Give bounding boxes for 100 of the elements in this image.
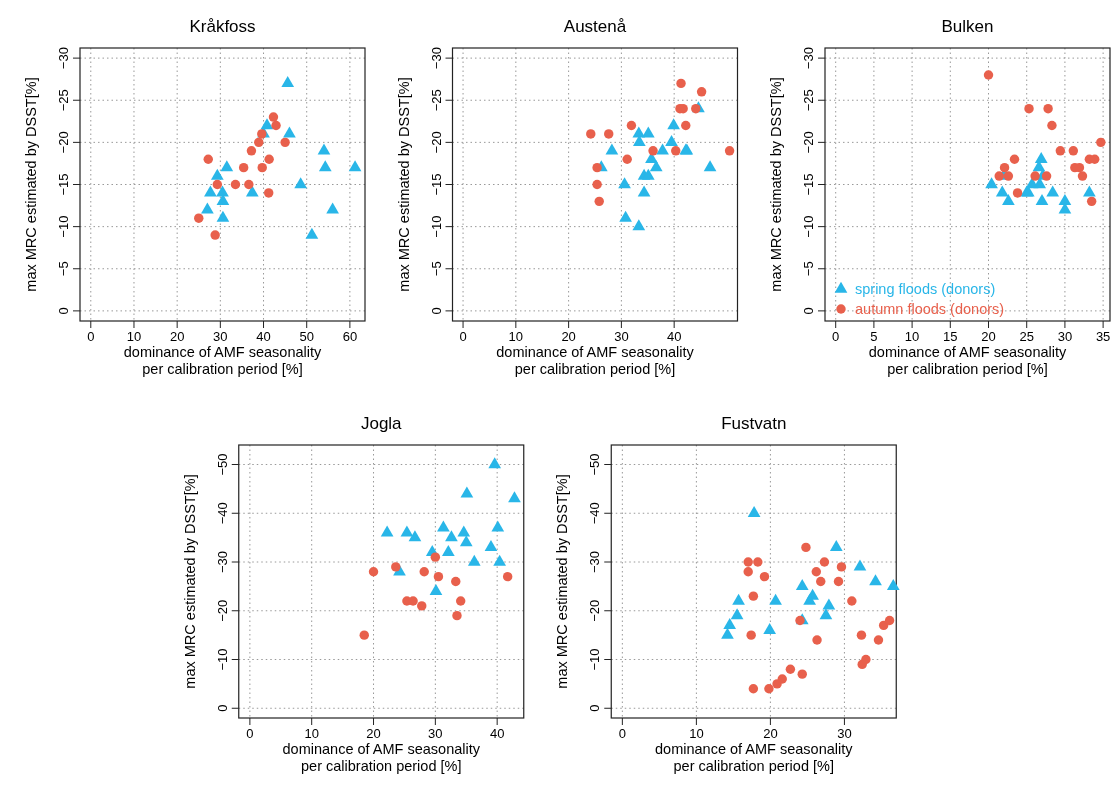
y-tick-label: 0 bbox=[801, 307, 816, 315]
x-tick-label: 40 bbox=[489, 726, 505, 741]
x-axis-title: dominance of AMF seasonality per calibration period [%] bbox=[123, 344, 322, 377]
x-tick-label: 40 bbox=[256, 329, 271, 344]
point bbox=[833, 576, 844, 587]
point bbox=[445, 530, 458, 542]
y-tick-label: −10 bbox=[214, 648, 230, 671]
y-tick-label: −5 bbox=[801, 261, 816, 277]
point bbox=[604, 129, 614, 139]
point bbox=[681, 120, 691, 131]
x-tick-label: 0 bbox=[87, 329, 95, 344]
point bbox=[605, 143, 619, 155]
point bbox=[622, 154, 632, 164]
point bbox=[983, 70, 994, 80]
x-tick-label: 0 bbox=[618, 726, 626, 741]
point bbox=[194, 213, 204, 223]
point bbox=[836, 562, 847, 572]
point bbox=[1046, 185, 1060, 197]
point bbox=[1035, 194, 1049, 206]
point bbox=[455, 596, 466, 606]
x-tick-label: 0 bbox=[246, 726, 254, 741]
point bbox=[1034, 151, 1048, 163]
point bbox=[508, 491, 521, 503]
x-tick-label: 20 bbox=[169, 329, 185, 344]
y-tick-label: −30 bbox=[214, 550, 230, 574]
point bbox=[318, 160, 332, 172]
point bbox=[264, 154, 274, 164]
point bbox=[210, 168, 224, 180]
point bbox=[433, 571, 444, 582]
chart-title: Fustvatn bbox=[721, 414, 787, 433]
point bbox=[592, 179, 602, 190]
point bbox=[238, 162, 249, 173]
x-tick-label: 40 bbox=[666, 329, 682, 344]
point bbox=[1002, 194, 1015, 206]
point bbox=[641, 126, 655, 138]
point bbox=[491, 520, 505, 532]
y-tick-label: −50 bbox=[587, 453, 603, 476]
x-tick-label: 10 bbox=[304, 726, 319, 741]
point bbox=[1077, 171, 1088, 181]
point bbox=[216, 210, 230, 222]
point bbox=[408, 530, 422, 542]
point bbox=[257, 162, 267, 173]
y-tick-label: −15 bbox=[801, 173, 816, 196]
y-tick-label: −30 bbox=[801, 47, 816, 70]
point bbox=[1086, 196, 1097, 207]
point bbox=[873, 635, 884, 645]
point bbox=[391, 562, 401, 572]
x-tick-label: 25 bbox=[1019, 329, 1034, 344]
x-tick-label: 20 bbox=[561, 329, 576, 344]
y-tick-label: −10 bbox=[56, 215, 71, 238]
y-tick-label: −20 bbox=[801, 131, 816, 154]
y-tick-label: −30 bbox=[428, 47, 444, 70]
point bbox=[263, 188, 274, 198]
point bbox=[437, 520, 450, 532]
y-tick-label: −15 bbox=[428, 173, 444, 196]
point bbox=[502, 571, 513, 582]
point bbox=[1024, 103, 1034, 114]
point bbox=[380, 525, 394, 537]
x-tick-label: 20 bbox=[763, 726, 778, 741]
x-tick-label: 30 bbox=[1057, 329, 1073, 344]
y-tick-label: −5 bbox=[56, 261, 71, 277]
point bbox=[467, 554, 481, 566]
point bbox=[294, 177, 308, 189]
y-tick-label: −25 bbox=[56, 89, 71, 112]
point bbox=[856, 630, 867, 640]
point bbox=[1012, 188, 1023, 198]
point bbox=[884, 615, 895, 626]
point bbox=[1009, 154, 1020, 164]
point bbox=[212, 179, 223, 190]
x-tick-label: 60 bbox=[342, 329, 358, 344]
point bbox=[732, 593, 745, 605]
x-tick-label: 35 bbox=[1095, 329, 1111, 344]
point bbox=[626, 120, 637, 131]
point bbox=[245, 185, 259, 197]
legend-label: autumn floods (donors) bbox=[855, 301, 1005, 317]
point bbox=[777, 674, 787, 684]
point bbox=[861, 654, 871, 665]
point bbox=[763, 622, 777, 634]
point bbox=[254, 137, 264, 148]
x-tick-label: 10 bbox=[904, 329, 920, 344]
y-tick-label: 0 bbox=[587, 704, 603, 712]
point bbox=[665, 135, 678, 147]
point bbox=[764, 684, 774, 694]
point bbox=[743, 557, 753, 567]
point bbox=[488, 457, 502, 469]
point bbox=[632, 219, 646, 231]
y-axis-title: max MRC estimated by DSST[%] bbox=[768, 77, 784, 292]
x-axis-title: dominance of AMF seasonality per calibration period [%] bbox=[282, 741, 481, 774]
point bbox=[305, 227, 319, 239]
point bbox=[441, 544, 455, 556]
x-tick-label: 15 bbox=[943, 329, 958, 344]
point bbox=[819, 608, 833, 620]
point bbox=[748, 591, 759, 601]
point bbox=[419, 567, 429, 577]
legend-label: spring floods (donors) bbox=[855, 281, 996, 297]
point bbox=[1043, 103, 1053, 114]
point bbox=[493, 554, 506, 566]
point bbox=[822, 598, 836, 610]
y-tick-label: −30 bbox=[587, 550, 603, 574]
point bbox=[1068, 146, 1079, 156]
